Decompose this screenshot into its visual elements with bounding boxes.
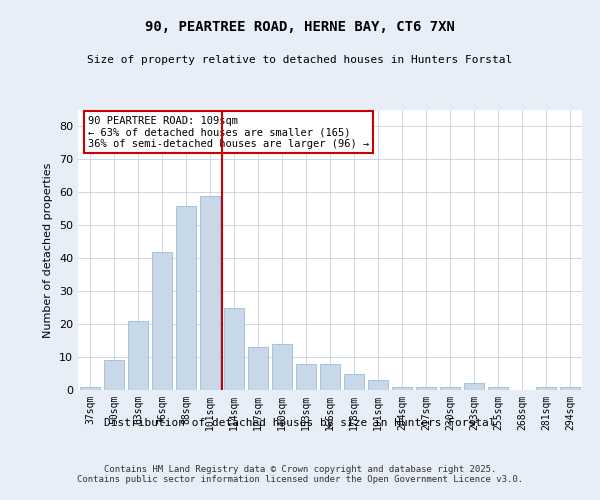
Text: Contains HM Land Registry data © Crown copyright and database right 2025.
Contai: Contains HM Land Registry data © Crown c…: [77, 465, 523, 484]
Bar: [104, 360, 124, 390]
Bar: [296, 364, 316, 390]
Bar: [200, 196, 220, 390]
Y-axis label: Number of detached properties: Number of detached properties: [43, 162, 53, 338]
Bar: [248, 347, 268, 390]
Text: Distribution of detached houses by size in Hunters Forstal: Distribution of detached houses by size …: [104, 418, 496, 428]
Bar: [80, 386, 100, 390]
Bar: [344, 374, 364, 390]
Bar: [536, 386, 556, 390]
Bar: [488, 386, 508, 390]
Bar: [392, 386, 412, 390]
Bar: [152, 252, 172, 390]
Text: 90 PEARTREE ROAD: 109sqm
← 63% of detached houses are smaller (165)
36% of semi-: 90 PEARTREE ROAD: 109sqm ← 63% of detach…: [88, 116, 370, 149]
Text: 90, PEARTREE ROAD, HERNE BAY, CT6 7XN: 90, PEARTREE ROAD, HERNE BAY, CT6 7XN: [145, 20, 455, 34]
Bar: [128, 321, 148, 390]
Bar: [176, 206, 196, 390]
Bar: [416, 386, 436, 390]
Bar: [464, 384, 484, 390]
Bar: [560, 386, 580, 390]
Bar: [368, 380, 388, 390]
Bar: [272, 344, 292, 390]
Bar: [224, 308, 244, 390]
Text: Size of property relative to detached houses in Hunters Forstal: Size of property relative to detached ho…: [88, 55, 512, 65]
Bar: [320, 364, 340, 390]
Bar: [440, 386, 460, 390]
